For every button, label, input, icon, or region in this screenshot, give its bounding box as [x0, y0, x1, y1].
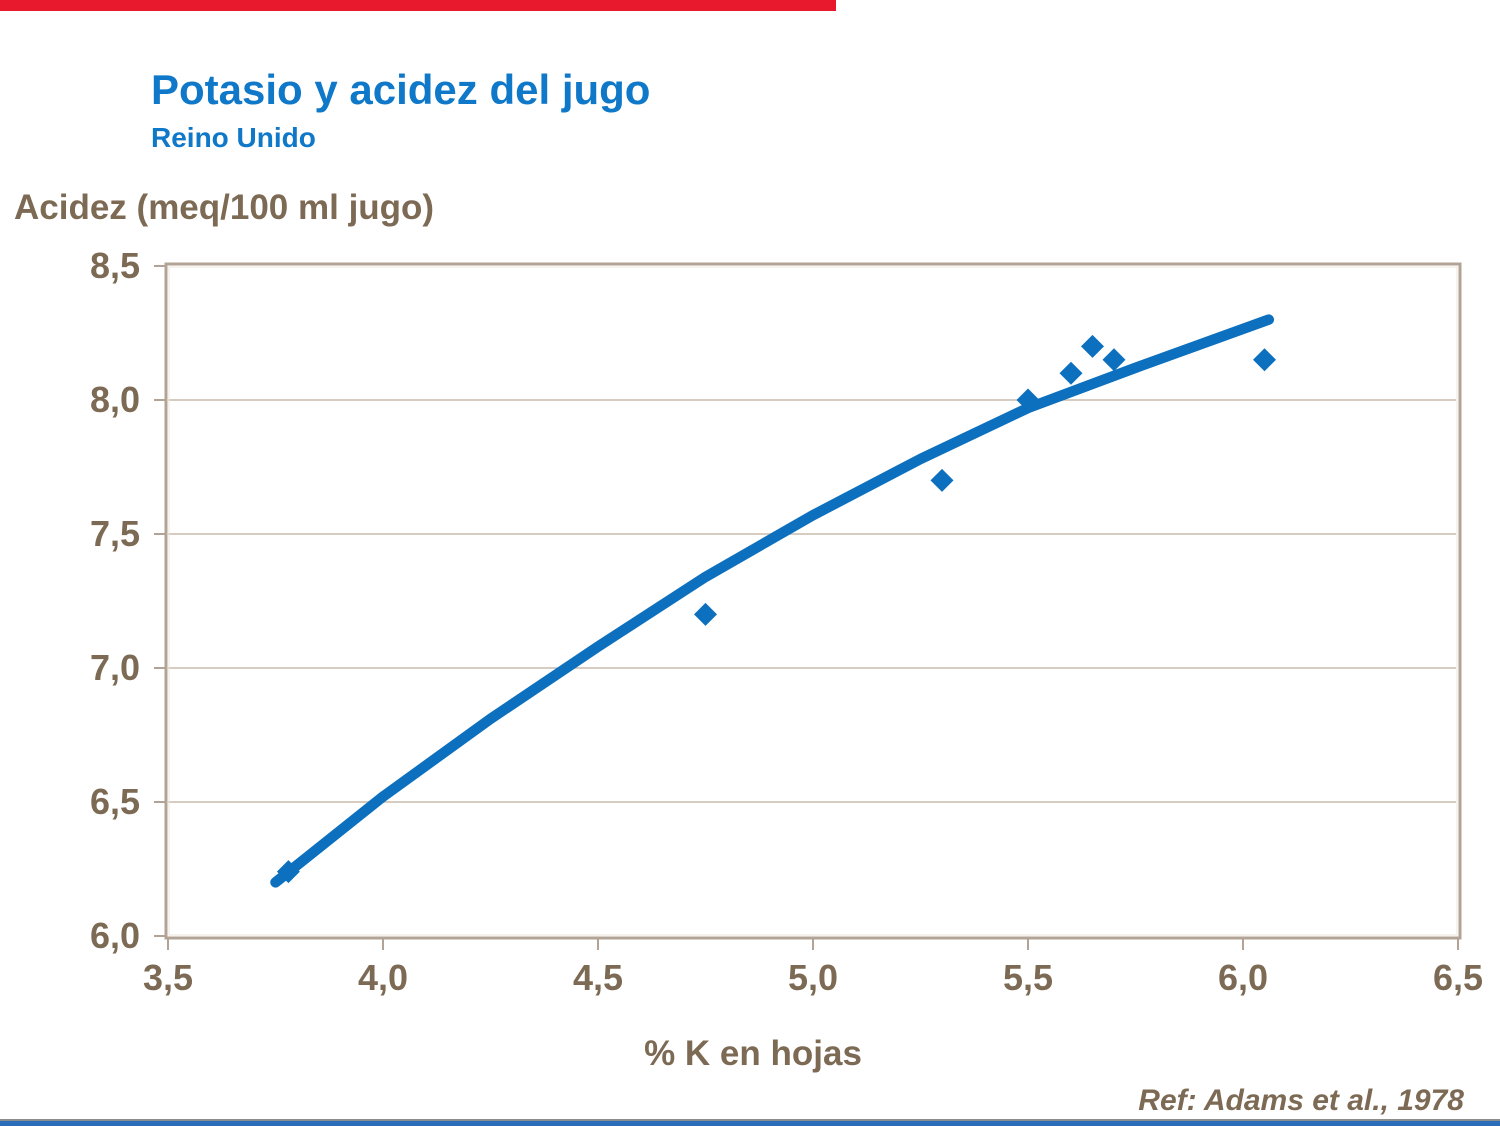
x-tick-label: 4,5 — [572, 957, 624, 998]
data-point-marker — [1102, 348, 1126, 372]
x-tick-label: 5,0 — [787, 957, 839, 998]
data-point-marker — [1081, 334, 1104, 358]
x-tick-label: 5,5 — [1002, 957, 1054, 998]
data-point-marker — [1059, 361, 1083, 385]
reference-caption: Ref: Adams et al., 1978 — [1138, 1084, 1464, 1117]
x-tick-label: 6,5 — [1432, 957, 1484, 998]
data-point-marker — [694, 602, 717, 626]
bottom-blue-bar — [0, 1121, 1500, 1126]
y-tick-label: 7,0 — [89, 647, 140, 688]
plot-frame-inner — [168, 266, 1458, 936]
bottom-gray-rule — [0, 1119, 1500, 1121]
y-tick-label: 7,5 — [89, 513, 140, 554]
y-tick-label: 6,5 — [89, 781, 140, 822]
x-tick-label: 3,5 — [142, 957, 194, 998]
x-tick-label: 4,0 — [357, 957, 409, 998]
chart-subtitle: Reino Unido — [151, 122, 316, 153]
top-red-bar — [0, 0, 836, 11]
y-tick-label: 8,0 — [89, 379, 140, 420]
y-tick-label: 6,0 — [89, 915, 140, 956]
chart-title: Potasio y acidez del jugo — [151, 66, 651, 113]
data-point-marker — [1016, 388, 1040, 412]
trend-line — [270, 314, 1275, 888]
data-point-marker — [1253, 348, 1276, 372]
x-axis-title: % K en hojas — [644, 1034, 862, 1073]
y-axis-title: Acidez (meq/100 ml jugo) — [14, 188, 435, 227]
y-tick-label: 8,5 — [89, 245, 140, 286]
data-point-marker — [930, 468, 954, 492]
data-point-marker — [276, 860, 300, 884]
plot-frame — [164, 262, 1462, 940]
x-tick-label: 6,0 — [1217, 957, 1269, 998]
